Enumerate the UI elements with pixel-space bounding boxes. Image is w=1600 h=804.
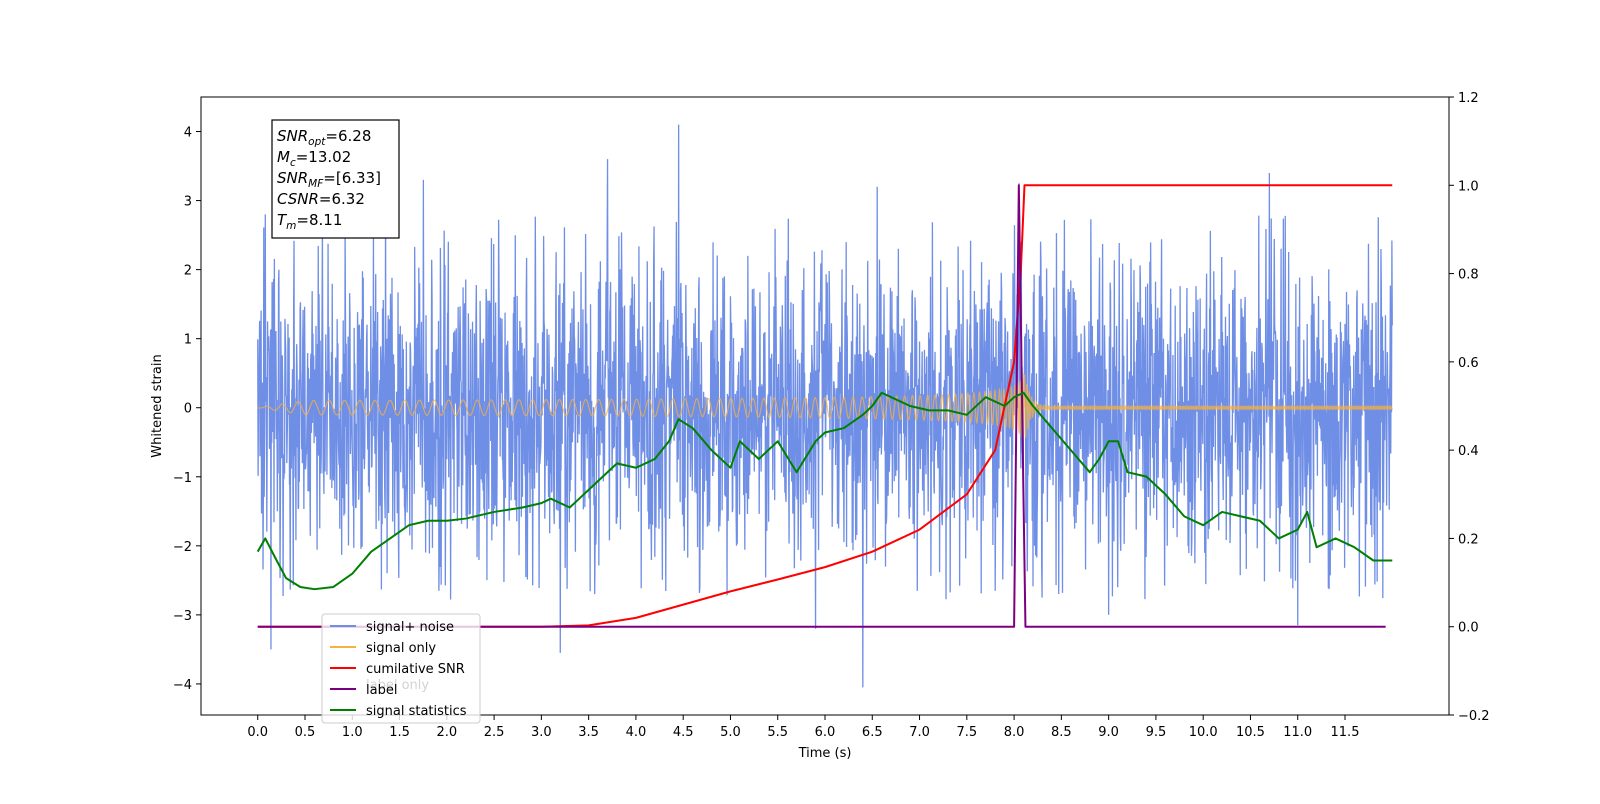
x-tick-label: 1.5 — [389, 725, 410, 740]
x-tick-label: 11.0 — [1283, 725, 1312, 740]
annotation-line: SNRopt=6.28 — [277, 127, 371, 148]
series-signal-statistics — [256, 391, 1393, 591]
legend-label: signal statistics — [366, 704, 467, 719]
y-left-tick-label: −3 — [173, 609, 192, 624]
x-axis-label: Time (s) — [798, 746, 852, 761]
x-tick-label: 5.5 — [767, 725, 788, 740]
plot-series-layer — [256, 124, 1393, 688]
x-tick-label: 9.0 — [1098, 725, 1119, 740]
x-tick-label: 8.5 — [1051, 725, 1072, 740]
y-right-tick-label: 0.2 — [1458, 532, 1479, 547]
legend-label: signal+ noise — [366, 620, 454, 635]
y-left-tick-label: −1 — [173, 471, 192, 486]
x-tick-label: 10.5 — [1236, 725, 1265, 740]
x-tick-label: 2.0 — [436, 725, 457, 740]
y-right-tick-label: 0.4 — [1458, 444, 1479, 459]
y-left-tick-label: −2 — [173, 540, 192, 555]
y-left-tick-label: 1 — [184, 333, 192, 348]
legend: label only signal+ noise signal only cumila… — [321, 613, 481, 724]
y-axis-right: 1.2 1.0 0.8 0.6 0.4 0.2 0.0 −0.2 — [1449, 91, 1490, 724]
x-tick-label: 10.0 — [1189, 725, 1218, 740]
x-tick-label: 3.5 — [578, 725, 599, 740]
x-tick-label: 4.0 — [626, 725, 647, 740]
x-tick-label: 2.5 — [484, 725, 505, 740]
x-tick-label: 1.0 — [342, 725, 363, 740]
y-right-tick-label: 1.2 — [1458, 91, 1479, 106]
x-tick-label: 7.5 — [956, 725, 977, 740]
y-axis-label: Whitened strain — [150, 354, 165, 457]
x-tick-label: 3.0 — [531, 725, 552, 740]
annotation-line: SNRMF=[6.33] — [277, 169, 381, 190]
legend-frame — [321, 613, 481, 724]
y-left-tick-label: 4 — [184, 126, 192, 141]
annotation-line: Tm=8.11 — [277, 211, 342, 232]
x-tick-label: 9.5 — [1146, 725, 1167, 740]
series-label — [257, 184, 1386, 628]
x-tick-label: 11.5 — [1331, 725, 1360, 740]
y-right-tick-label: 0.6 — [1458, 356, 1479, 371]
y-right-tick-label: −0.2 — [1458, 709, 1490, 724]
x-tick-label: 0.0 — [247, 725, 268, 740]
y-right-tick-label: 1.0 — [1458, 179, 1479, 194]
x-tick-label: 5.0 — [720, 725, 741, 740]
y-right-tick-label: 0.8 — [1458, 268, 1479, 283]
legend-label: signal only — [366, 641, 436, 656]
x-tick-label: 7.0 — [909, 725, 930, 740]
y-left-tick-label: −4 — [173, 678, 192, 693]
x-tick-label: 6.0 — [815, 725, 836, 740]
series-signal-noise — [257, 124, 1393, 688]
x-tick-label: 4.5 — [673, 725, 694, 740]
legend-hidden-label: label only — [366, 678, 429, 693]
legend-label: label — [366, 683, 397, 698]
y-left-tick-label: 2 — [184, 264, 192, 279]
stats-annotation: SNRopt=6.28Mc=13.02SNRMF=[6.33]CSNR=6.32… — [271, 119, 400, 239]
x-tick-label: 0.5 — [295, 725, 316, 740]
y-axis-left: 4 3 2 1 0 −1 −2 −3 −4 — [173, 126, 201, 693]
legend-label: cumilative SNR — [366, 662, 465, 677]
series-signal-only — [257, 373, 1393, 441]
y-left-tick-label: 3 — [184, 195, 192, 210]
x-tick-label: 6.5 — [862, 725, 883, 740]
annotation-line: Mc=13.02 — [277, 148, 351, 169]
annotation-frame — [271, 119, 400, 239]
y-right-tick-label: 0.0 — [1458, 621, 1479, 636]
x-tick-label: 8.0 — [1004, 725, 1025, 740]
x-axis: 0.0 0.5 1.0 1.5 2.0 2.5 3.0 3.5 4.0 4.5 5.0 5.5 6.0 6… — [247, 715, 1359, 740]
y-left-tick-label: 0 — [184, 402, 192, 417]
annotation-line: CSNR=6.32 — [277, 190, 365, 208]
